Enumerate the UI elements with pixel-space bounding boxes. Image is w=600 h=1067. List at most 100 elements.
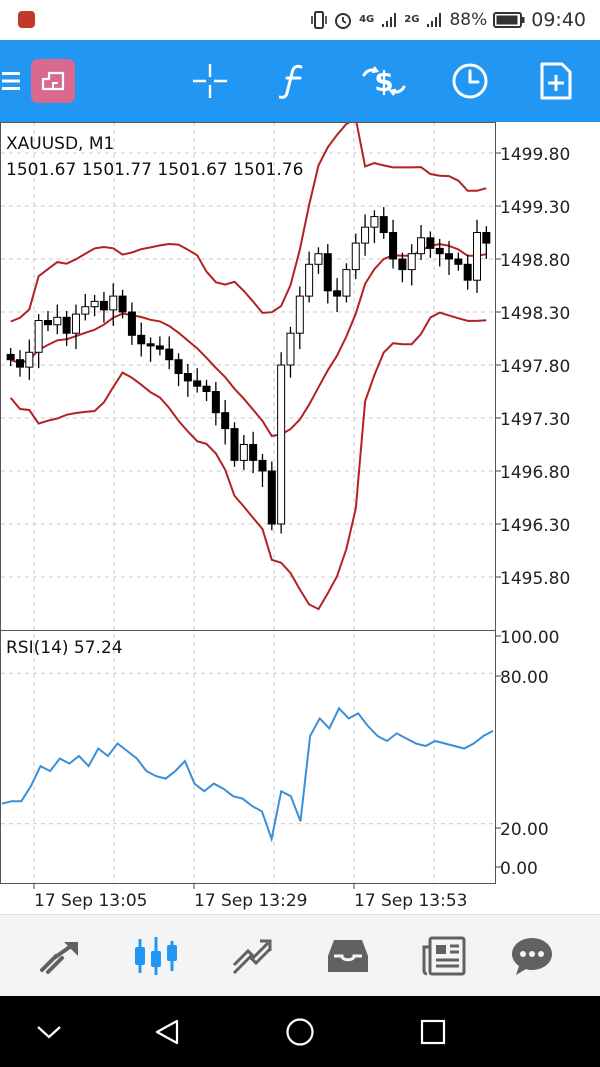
symbol-label: XAUUSD, M1 [6,134,115,154]
candle-body-12 [118,295,127,313]
candle-body-19 [183,372,192,382]
band-lower [9,311,487,611]
candle-body-27 [258,459,267,472]
price-tick-label-0: 1499.80 [500,145,570,165]
candle-body-14 [137,334,146,345]
candle-body-48 [454,258,463,265]
battery-icon [493,12,525,28]
price-chart[interactable]: 1499.80 1499.30 1498.80 1498.30 1497.80 1497.… [0,122,600,914]
rsi-tick-label-0: 100.00 [500,628,559,648]
crosshair-button[interactable] [186,40,234,122]
vibrate-icon [311,11,327,29]
status-right: 4G 2G 88% 09:40 [311,9,586,31]
notification-app-icon [18,11,35,28]
candle-body-2 [25,351,34,368]
chart-window-icon [31,59,75,103]
back-icon [155,1019,179,1044]
back-button[interactable] [132,996,202,1067]
home-button[interactable] [265,996,335,1067]
candle-body-45 [426,237,435,249]
candle-body-25 [239,444,248,461]
nav-trade[interactable] [212,915,292,997]
home-icon [286,1017,314,1046]
candle-body-0 [6,353,15,361]
chat-icon [512,938,552,975]
candle-body-47 [445,253,454,260]
band-middle [10,243,487,438]
ohlc-values: 1501.67 1501.77 1501.67 1501.76 [6,160,304,180]
candle-body-4 [43,319,52,326]
candle-body-40 [379,216,388,233]
status-bar: 4G 2G 88% 09:40 [0,0,600,40]
candle-body-11 [109,295,118,311]
indicators-button[interactable] [270,40,318,122]
candle-body-37 [351,242,360,271]
hide-keyboard-button[interactable] [14,996,84,1067]
time-label-1: 17 Sep 13:29 [194,891,307,911]
signal-icon [382,13,397,27]
indicator-icon [279,64,303,99]
price-tick-label-7: 1496.30 [500,516,570,536]
candle-body-36 [342,269,351,297]
system-navigation [0,996,600,1067]
price-tick-label-4: 1497.80 [500,357,570,377]
new-order-button[interactable] [532,40,580,122]
quotes-icon [40,942,78,974]
candle-body-29 [277,364,286,525]
recents-button[interactable] [398,996,468,1067]
news-icon [422,936,466,976]
candle-body-21 [202,385,211,393]
chart-window-button[interactable] [30,40,76,122]
candle-body-39 [370,216,379,228]
chart-area[interactable]: 1499.80 1499.30 1498.80 1498.30 1497.80 1497.… [0,122,600,914]
menu-icon [2,72,20,90]
candle-body-17 [165,348,174,361]
history-clock-button[interactable] [446,40,494,122]
price-tick-label-8: 1495.80 [500,569,570,589]
candle-body-32 [305,263,314,297]
price-pane-frame [0,122,496,631]
candle-body-5 [53,316,62,326]
clock-icon [452,63,488,99]
chevron-down-icon [37,1025,61,1038]
nav-history[interactable] [308,915,388,997]
candle-body-35 [333,290,342,297]
candle-body-20 [193,380,202,387]
candle-body-9 [90,300,99,308]
clock-time: 09:40 [531,9,586,31]
rsi-tick-label-2: 20.00 [500,820,549,840]
alarm-icon [335,13,352,29]
candle-body-3 [34,319,43,353]
network-4g: 4G [359,14,375,25]
battery-percent: 88% [449,10,488,30]
nav-news[interactable] [404,915,484,997]
crosshair-icon [193,64,227,98]
nav-chart[interactable] [116,915,196,997]
trade-button[interactable]: $ [356,40,412,122]
candle-body-26 [249,444,258,461]
nav-chat[interactable] [492,915,572,997]
candle-body-22 [211,391,220,414]
price-tick-label-5: 1497.30 [500,410,570,430]
rsi-tick-label-3: 0.00 [500,859,538,879]
time-label-2: 17 Sep 13:53 [354,891,467,911]
candle-body-1 [15,359,24,368]
candle-body-28 [267,470,276,525]
candle-body-51 [482,232,491,244]
candle-body-31 [295,295,304,334]
candle-body-16 [155,345,164,350]
nav-quotes[interactable] [20,915,100,997]
band-upper [10,122,487,323]
candle-body-24 [230,428,239,461]
candle-body-44 [417,237,426,255]
price-tick-label-1: 1499.30 [500,198,570,218]
add-icon [540,62,572,100]
candle-body-10 [99,300,108,311]
candle-body-49 [463,263,472,281]
rsi-line [1,706,494,843]
chart-icon [135,937,177,975]
trade-icon: $ [362,65,406,98]
menu-button[interactable] [0,40,22,122]
bottom-navigation [0,914,600,996]
trade-icon [232,939,272,975]
